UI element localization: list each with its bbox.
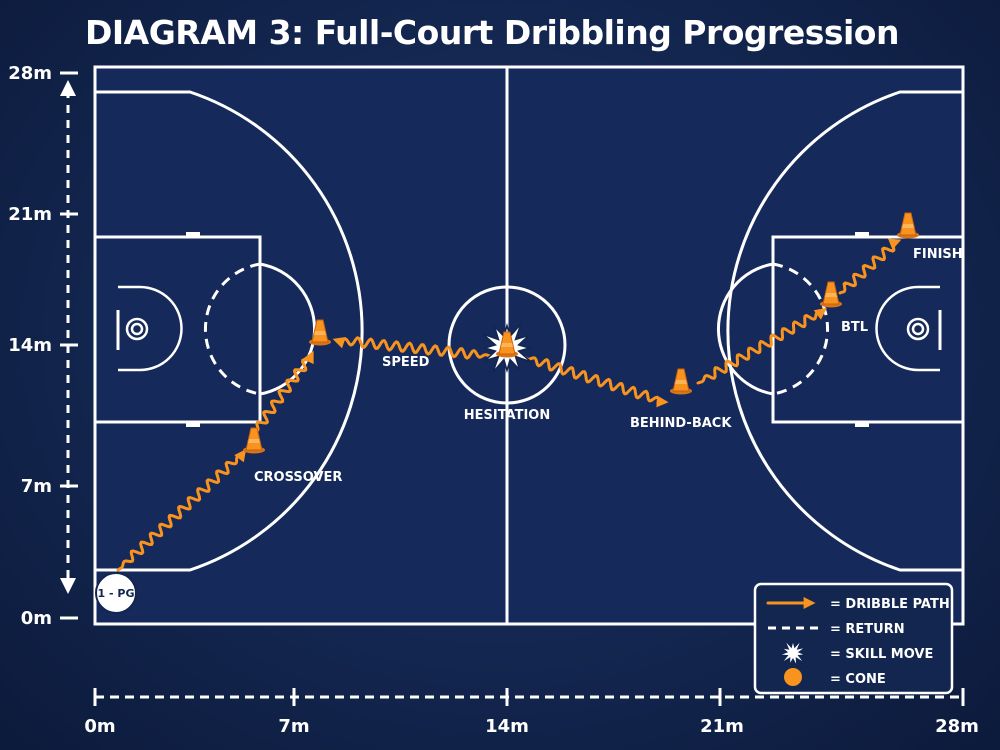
move-label-btl: BTL	[841, 320, 868, 335]
legend-box	[753, 582, 954, 695]
move-label-crossover: CROSSOVER	[254, 470, 342, 485]
cone-crossover-icon	[243, 427, 265, 454]
left-rim	[125, 317, 149, 341]
cone-speed-icon	[309, 319, 331, 346]
x-tick-label: 21m	[700, 716, 744, 737]
x-tick-label: 0m	[84, 716, 115, 737]
move-label-finish: FINISH	[913, 247, 963, 262]
y-axis-arrow-up	[60, 80, 76, 96]
center-circle	[447, 285, 567, 405]
cone-hesitation-icon	[496, 331, 518, 358]
y-tick-label: 28m	[8, 63, 52, 84]
left-three-point-line	[95, 90, 364, 572]
legend: = DRIBBLE PATH = RETURN = SKILL MOVE = C…	[753, 582, 954, 695]
dribble-segment-1	[116, 449, 247, 572]
dribble-segment-5	[696, 307, 827, 385]
legend-skill-burst-icon	[779, 639, 807, 667]
x-tick-label: 14m	[485, 716, 529, 737]
player-marker: 1 - PG	[95, 572, 137, 614]
y-tick-label: 14m	[8, 335, 52, 356]
left-restricted-area	[118, 285, 183, 372]
y-tick-label: 0m	[21, 608, 52, 629]
x-tick-label: 7m	[278, 716, 309, 737]
y-axis: 28m 21m 14m 7m 0m	[8, 63, 78, 629]
right-free-throw-arc-dashed	[772, 262, 830, 396]
y-tick-label: 7m	[21, 476, 52, 497]
dribble-segment-6	[838, 238, 902, 295]
cone-btl-icon	[820, 281, 842, 308]
move-label-speed: SPEED	[382, 355, 430, 370]
diagram-title: DIAGRAM 3: Full-Court Dribbling Progress…	[85, 13, 899, 52]
legend-skill-label: = SKILL MOVE	[830, 647, 933, 662]
cone-behind-back-icon	[670, 368, 692, 395]
legend-return-label: = RETURN	[830, 622, 905, 637]
right-rim	[906, 317, 930, 341]
legend-cone-label: = CONE	[830, 672, 886, 687]
court-surface	[95, 67, 963, 624]
cone-group	[243, 212, 919, 454]
court-markings	[93, 65, 965, 626]
dribble-segment-3	[332, 336, 492, 360]
dribble-segment-4	[522, 355, 669, 408]
y-tick-label: 21m	[8, 204, 52, 225]
cone-finish-icon	[897, 212, 919, 239]
legend-cone-icon	[784, 668, 802, 686]
left-key	[93, 235, 262, 424]
right-restricted-area	[875, 285, 940, 372]
dribble-path-group	[116, 238, 902, 572]
move-label-behind-back: BEHIND-BACK	[630, 416, 732, 431]
y-axis-arrow-down	[60, 578, 76, 594]
player-circle	[95, 572, 137, 614]
x-tick-label: 28m	[935, 716, 979, 737]
right-three-point-line	[726, 90, 963, 572]
dribble-segment-2	[252, 350, 314, 435]
legend-dribble-label: = DRIBBLE PATH	[830, 597, 950, 612]
x-axis: 0m 7m 14m 21m 28m	[84, 688, 979, 737]
move-label-hesitation: HESITATION	[464, 408, 551, 423]
right-free-throw-arc	[716, 262, 774, 396]
left-free-throw-arc-dashed	[203, 262, 261, 396]
player-label: 1 - PG	[98, 587, 135, 600]
